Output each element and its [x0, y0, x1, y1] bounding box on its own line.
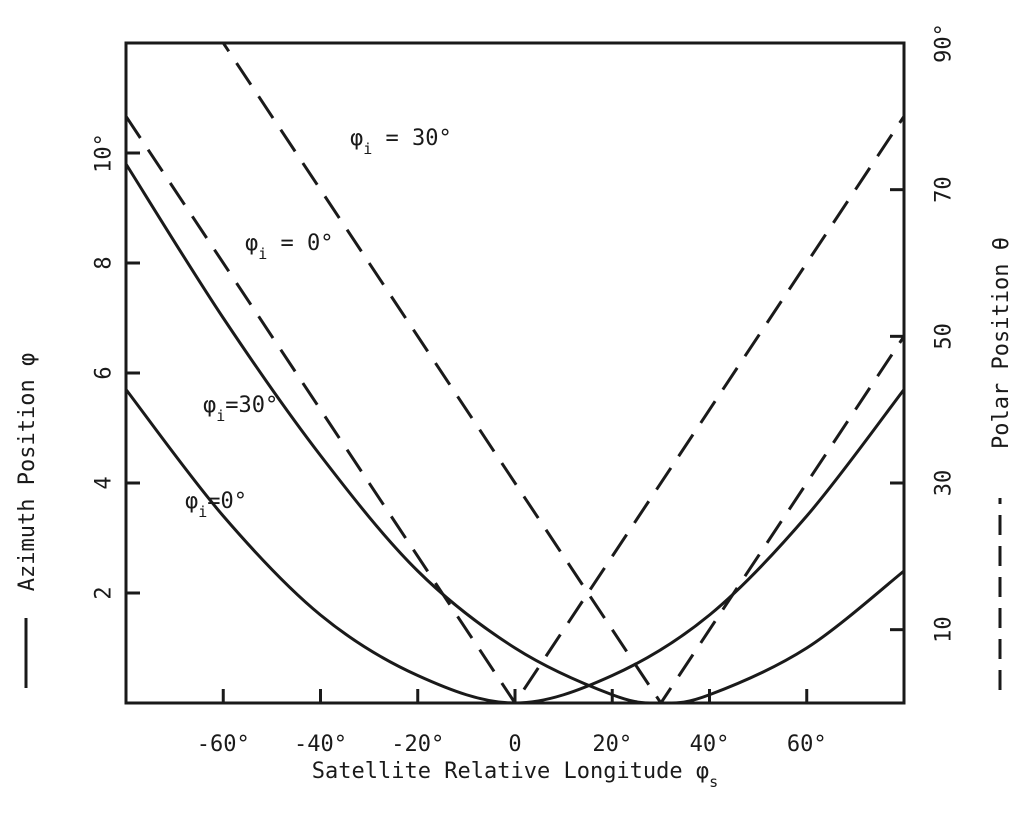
right-y-tick-label: 10 [932, 616, 957, 643]
x-tick-label: 0 [508, 732, 521, 757]
left-axis-title: Azimuth Position φ [15, 353, 40, 591]
right-y-tick-label: 50 [932, 323, 957, 350]
left-y-tick-label: 4 [92, 476, 117, 489]
label-solid-30: φi=30° [203, 393, 278, 425]
x-axis-title: Satellite Relative Longitude φs [312, 759, 718, 791]
right-axis-ticks: 10 30 50 70 90° [890, 23, 957, 643]
series-line-3 [221, 43, 904, 703]
label-dashed-30: φi = 30° [350, 126, 452, 158]
right-axis-title: Polar Position θ [989, 237, 1012, 449]
series-line-1 [126, 163, 904, 703]
left-y-tick-label: 2 [92, 586, 117, 599]
left-y-tick-label: 10° [92, 133, 117, 173]
left-y-tick-label: 6 [92, 366, 117, 379]
x-tick-label: 20° [592, 732, 632, 757]
x-tick-label: -20° [391, 732, 444, 757]
label-dashed-0: φi = 0° [245, 231, 334, 263]
label-solid-0: φi=0° [185, 489, 247, 521]
series-line-2 [126, 115, 904, 703]
plot-frame [124, 41, 906, 705]
right-y-tick-label: 70 [932, 176, 957, 203]
x-axis-ticks: -60° -40° -20° 0 20° 40° 60° [197, 689, 827, 757]
x-tick-label: 40° [690, 732, 730, 757]
right-y-tick-label: 30 [932, 470, 957, 497]
x-tick-label: -60° [197, 732, 250, 757]
x-tick-label: -40° [294, 732, 347, 757]
left-axis-ticks: 2 4 6 8 10° [92, 133, 140, 600]
right-y-tick-label: 90° [932, 23, 957, 63]
series-layer [126, 43, 904, 703]
x-tick-label: 60° [787, 732, 827, 757]
series-line-0 [126, 388, 904, 703]
left-y-tick-label: 8 [92, 256, 117, 269]
